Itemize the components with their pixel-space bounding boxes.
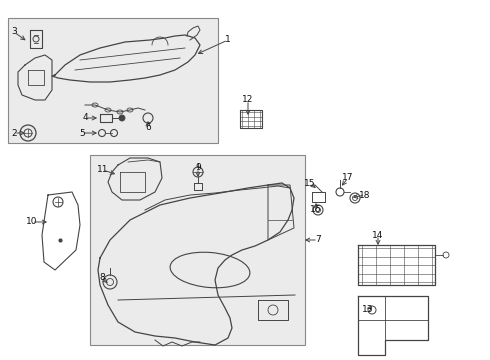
Text: 2: 2	[11, 129, 17, 138]
Text: 17: 17	[342, 174, 354, 183]
Text: 11: 11	[97, 166, 109, 175]
Text: 15: 15	[304, 179, 316, 188]
Text: 12: 12	[243, 95, 254, 104]
Text: 3: 3	[11, 27, 17, 36]
Text: 6: 6	[145, 123, 151, 132]
Text: 9: 9	[195, 163, 201, 172]
Text: 10: 10	[26, 217, 38, 226]
Text: 8: 8	[99, 274, 105, 283]
Text: 16: 16	[310, 206, 322, 215]
Text: 5: 5	[79, 129, 85, 138]
Text: 1: 1	[225, 36, 231, 45]
Text: 4: 4	[82, 113, 88, 122]
Bar	[8, 18, 218, 143]
Text: 14: 14	[372, 230, 384, 239]
Text: 7: 7	[315, 235, 321, 244]
Text: 18: 18	[359, 190, 371, 199]
Circle shape	[119, 115, 125, 121]
Bar	[90, 155, 305, 345]
Text: 13: 13	[362, 306, 374, 315]
